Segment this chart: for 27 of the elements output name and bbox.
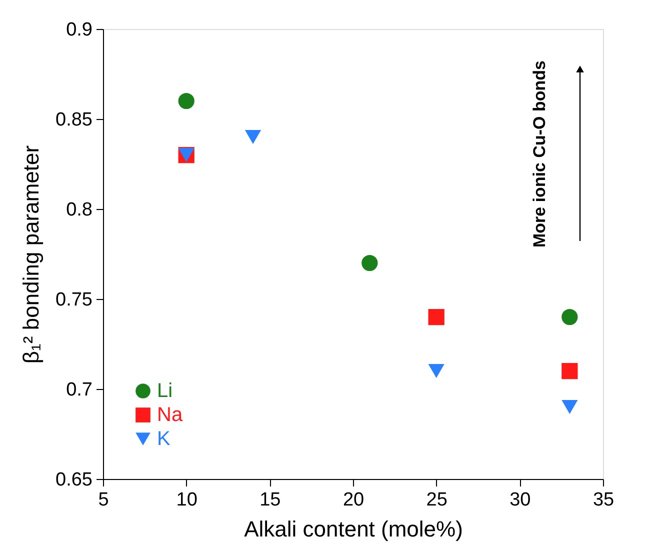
x-tick-label: 25 (426, 490, 448, 510)
x-tick-label: 30 (510, 490, 531, 510)
y-tick-label: 0.65 (56, 470, 92, 490)
x-tick-label: 20 (342, 490, 364, 510)
x-axis-title: Alkali content (mole%) (244, 516, 463, 542)
y-tick-label: 0.9 (66, 20, 92, 40)
point (562, 400, 578, 414)
point (562, 362, 578, 380)
y-tick-label: 0.85 (56, 110, 92, 130)
point (562, 308, 578, 326)
point (244, 130, 262, 144)
y-tick-label: 0.7 (66, 380, 92, 400)
point (178, 92, 194, 110)
legend-label: Li (157, 380, 173, 402)
legend-label: Na (157, 404, 184, 426)
x-tick-label: 5 (98, 490, 109, 510)
point (362, 254, 378, 272)
x-tick-label: 10 (176, 490, 198, 510)
y-axis-title: β₁² bonding parameter (18, 145, 44, 364)
y-tick-label: 0.75 (56, 290, 92, 310)
point (428, 308, 444, 326)
point (428, 364, 444, 378)
x-tick-label: 15 (260, 490, 281, 510)
annotation: More ionic Cu-O bonds (530, 60, 549, 248)
x-tick-label: 35 (592, 490, 614, 510)
y-tick-label: 0.8 (66, 200, 92, 220)
legend-label: K (157, 428, 171, 450)
